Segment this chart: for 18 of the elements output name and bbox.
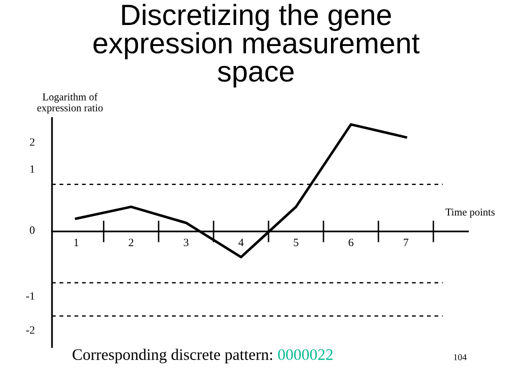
x-tick-label: 5	[294, 238, 298, 246]
text: -2	[26, 326, 34, 334]
y-axis-title: Logarithm of expression ratio	[37, 93, 103, 114]
x-tick-label: 1	[74, 238, 78, 246]
text: 2	[30, 138, 34, 146]
text: 1	[30, 165, 34, 173]
x-axis-title: Time points	[446, 208, 495, 218]
x-tick-label: 7	[404, 238, 408, 246]
text: Corresponding discrete pattern:	[72, 348, 272, 364]
x-tick-label: 2	[128, 238, 134, 246]
text: 0000022	[278, 349, 333, 360]
x-tick-label: 3	[184, 238, 188, 246]
text: 104	[454, 354, 467, 360]
chart-title: Discretizing the gene expression measurement space	[94, 4, 420, 88]
x-tick-label: 6	[348, 238, 354, 246]
x-tick-label: 4	[238, 238, 244, 246]
text: 0	[30, 226, 35, 234]
text: -1	[26, 292, 34, 300]
